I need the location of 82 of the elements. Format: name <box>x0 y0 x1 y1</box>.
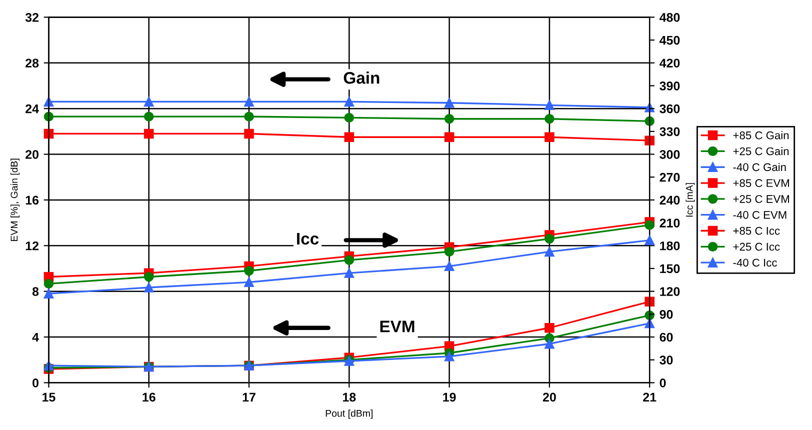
point <box>344 255 354 265</box>
y-tick-label: 4 <box>32 332 39 342</box>
y-tick-label: 20 <box>26 150 38 159</box>
y2-tick-label: 30 <box>660 356 673 365</box>
annotation: Icc <box>297 233 319 245</box>
point <box>544 100 554 110</box>
legend-label: -40 C EVM <box>733 210 786 219</box>
y2-tick-label: 420 <box>660 58 680 68</box>
y-tick-label: 28 <box>26 58 39 68</box>
y-axis-title: EVM [%], Gain [dB] <box>10 158 20 242</box>
point <box>544 246 554 257</box>
point <box>644 235 654 246</box>
point <box>544 114 554 124</box>
legend-label: -40 C Gain <box>733 162 786 172</box>
point <box>444 114 454 124</box>
point <box>544 323 554 333</box>
y2-tick-label: 90 <box>660 310 673 319</box>
y2-tick-label: 270 <box>660 172 680 182</box>
y2-tick-label: 210 <box>660 218 680 228</box>
y2-tick-label: 120 <box>660 287 680 296</box>
x-tick-label: 17 <box>242 392 256 402</box>
point <box>344 132 354 142</box>
legend-label: +25 C Gain <box>733 147 789 156</box>
point <box>444 98 454 108</box>
legend-label: +85 C Icc <box>733 226 780 235</box>
point <box>344 112 354 123</box>
legend-label: +85 C EVM <box>733 179 789 188</box>
point <box>244 128 254 139</box>
point <box>644 136 654 146</box>
x-tick-label: 16 <box>142 392 156 402</box>
point <box>644 220 654 230</box>
point <box>144 96 154 107</box>
y-tick-label: 24 <box>26 104 39 114</box>
x-tick-label: 15 <box>42 392 56 402</box>
point <box>544 132 554 142</box>
y-tick-label: 8 <box>32 287 39 296</box>
legend-label: -40 C Icc <box>733 258 777 267</box>
y2-tick-label: 0 <box>660 378 666 388</box>
y2-tick-label: 180 <box>660 241 680 250</box>
y2-axis-title: Icc [mA] <box>686 183 695 217</box>
y2-tick-label: 390 <box>660 82 680 90</box>
legend-label: +25 C Icc <box>733 242 780 251</box>
point <box>344 268 354 278</box>
point <box>144 112 154 122</box>
point <box>44 278 54 289</box>
y-tick-label: 12 <box>26 241 38 250</box>
y-tick-label: 16 <box>26 196 39 205</box>
point <box>444 352 454 362</box>
annotation: EVM <box>380 320 414 332</box>
point <box>244 277 254 288</box>
x-tick-label: 19 <box>443 392 456 402</box>
y2-tick-label: 360 <box>660 104 680 114</box>
point <box>344 96 354 107</box>
point <box>444 132 454 142</box>
point <box>144 282 154 292</box>
y2-tick-label: 480 <box>660 13 680 22</box>
y2-tick-label: 240 <box>660 196 680 205</box>
point <box>244 112 254 122</box>
y2-tick-label: 150 <box>660 264 680 274</box>
point <box>144 272 154 282</box>
point <box>544 339 554 349</box>
point <box>144 128 154 139</box>
y-tick-label: 32 <box>25 13 38 22</box>
point <box>644 296 654 306</box>
x-axis-title: Pout [dBm] <box>326 410 373 419</box>
y2-tick-label: 330 <box>660 127 680 136</box>
annotation: Gain <box>344 72 380 84</box>
y-tick-label: 0 <box>32 378 38 388</box>
x-tick-label: 18 <box>342 392 356 402</box>
y2-tick-label: 60 <box>660 332 673 342</box>
y2-tick-label: 300 <box>660 150 680 159</box>
point <box>44 288 54 298</box>
legend-label: +25 C EVM <box>733 195 789 203</box>
point <box>244 96 254 107</box>
x-tick-label: 21 <box>643 392 656 402</box>
point <box>544 234 554 244</box>
x-tick-label: 20 <box>542 392 556 402</box>
y2-tick-label: 450 <box>660 36 680 45</box>
legend-label: +85 C Gain <box>733 131 789 140</box>
point <box>444 246 454 257</box>
point <box>444 261 454 272</box>
point <box>244 266 254 276</box>
